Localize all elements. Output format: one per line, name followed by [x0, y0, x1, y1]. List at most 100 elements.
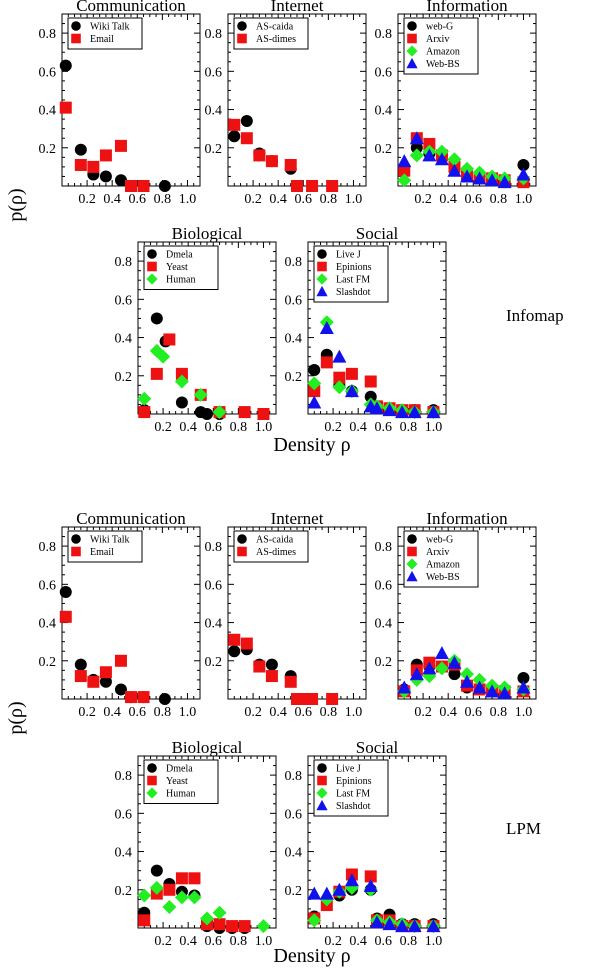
legend-box — [233, 17, 309, 50]
legend-label: Live J — [336, 764, 361, 775]
x-tick-label: 0.6 — [205, 934, 223, 949]
legend-marker-shape — [147, 249, 157, 259]
legend-label: Slashdot — [336, 801, 371, 812]
x-tick-label: 0.6 — [465, 705, 483, 720]
panel-infomap-information: Information 0.2 0.4 0.6 0.8 1.0 0.2 0.4 0.6 0.8 we… — [375, 0, 537, 207]
legend-marker-shape — [407, 534, 417, 544]
y-tick-label: 0.8 — [115, 769, 133, 784]
data-point — [319, 321, 334, 334]
data-point — [332, 380, 347, 395]
x-tick-label: 1.0 — [345, 705, 363, 720]
y-tick-label: 0.2 — [285, 884, 303, 899]
data-point — [398, 164, 411, 177]
series-human — [137, 880, 271, 934]
data-point — [516, 167, 531, 181]
y-tick-label: 0.8 — [205, 540, 223, 555]
y-tick-label: 0.2 — [205, 655, 223, 670]
series-yeast — [138, 872, 251, 933]
legend-label: Amazon — [426, 47, 460, 58]
data-point — [59, 59, 72, 72]
data-point — [238, 406, 251, 419]
data-point — [114, 174, 127, 187]
data-point — [201, 408, 213, 420]
legend-marker-shape — [317, 775, 327, 786]
data-point — [59, 101, 72, 114]
x-tick-label: 0.4 — [179, 420, 197, 435]
data-point — [426, 919, 441, 933]
legend-marker — [147, 261, 157, 272]
panel-lpm-social: Social 0.2 0.4 0.6 0.8 1.0 0.2 0.4 0.6 0.8 Live JE… — [285, 738, 447, 949]
data-point — [150, 864, 163, 877]
legend-marker — [147, 775, 157, 786]
legend-marker — [406, 570, 418, 582]
x-tick-label: 0.2 — [154, 934, 172, 949]
data-point — [382, 403, 397, 417]
data-point — [228, 645, 241, 658]
legend-marker — [237, 546, 247, 557]
series-web-bs — [397, 646, 531, 700]
data-point — [364, 375, 377, 388]
data-point — [240, 115, 253, 128]
data-point — [74, 143, 87, 156]
data-point — [409, 131, 424, 145]
legend-marker-shape — [406, 45, 418, 57]
legend-marker — [71, 33, 81, 44]
legend-label: Yeast — [166, 262, 188, 273]
data-point — [448, 668, 461, 681]
legend-marker-shape — [237, 546, 247, 557]
legend-marker — [237, 33, 247, 44]
y-tick-label: 0.8 — [285, 255, 303, 270]
data-point — [460, 667, 474, 682]
data-point — [397, 173, 412, 188]
data-point — [291, 180, 303, 192]
data-point — [137, 391, 152, 406]
data-point — [397, 154, 412, 168]
y-tick-label: 0.6 — [205, 65, 223, 80]
x-tick-label: 0.2 — [244, 192, 262, 207]
y-tick-label: 0.4 — [285, 846, 303, 861]
legend-marker — [407, 534, 417, 544]
legend-marker-shape — [237, 33, 247, 44]
data-point — [472, 171, 487, 185]
x-tick-label: 0.4 — [349, 420, 367, 435]
legend-box — [233, 530, 309, 563]
data-point — [497, 686, 512, 700]
x-tick-label: 0.2 — [244, 705, 262, 720]
data-point — [137, 691, 150, 704]
data-point — [228, 633, 241, 646]
data-point — [174, 890, 189, 905]
x-tick-label: 0.6 — [295, 705, 313, 720]
y-tick-label: 0.6 — [39, 578, 57, 593]
data-point — [149, 880, 164, 895]
data-point — [370, 915, 384, 929]
data-point — [447, 655, 462, 669]
data-point — [332, 882, 347, 896]
x-tick-label: 0.4 — [439, 192, 457, 207]
panel-title: Communication — [76, 509, 186, 528]
data-point — [320, 356, 333, 369]
legend-marker-shape — [147, 775, 157, 786]
data-point — [447, 163, 462, 177]
y-axis-label-lpm: p(ρ) — [5, 701, 27, 734]
x-tick-label: 0.8 — [154, 192, 172, 207]
x-tick-label: 0.8 — [490, 192, 508, 207]
data-point — [307, 886, 322, 900]
data-point — [228, 118, 241, 131]
method-label-infomap: Infomap — [506, 306, 564, 325]
series-slashdot — [307, 873, 441, 933]
legend-marker-shape — [407, 33, 417, 44]
legend-marker — [407, 21, 417, 31]
legend-label: Wiki Talk — [90, 22, 130, 33]
data-point — [99, 149, 112, 162]
data-point — [114, 139, 127, 152]
data-point — [74, 158, 87, 171]
data-point — [363, 878, 378, 892]
data-point — [138, 406, 151, 419]
legend-label: Arxiv — [426, 34, 449, 45]
data-point — [382, 917, 397, 931]
x-tick-label: 0.2 — [324, 934, 342, 949]
data-point — [114, 683, 127, 696]
data-point — [422, 148, 437, 162]
x-tick-label: 0.4 — [269, 192, 287, 207]
